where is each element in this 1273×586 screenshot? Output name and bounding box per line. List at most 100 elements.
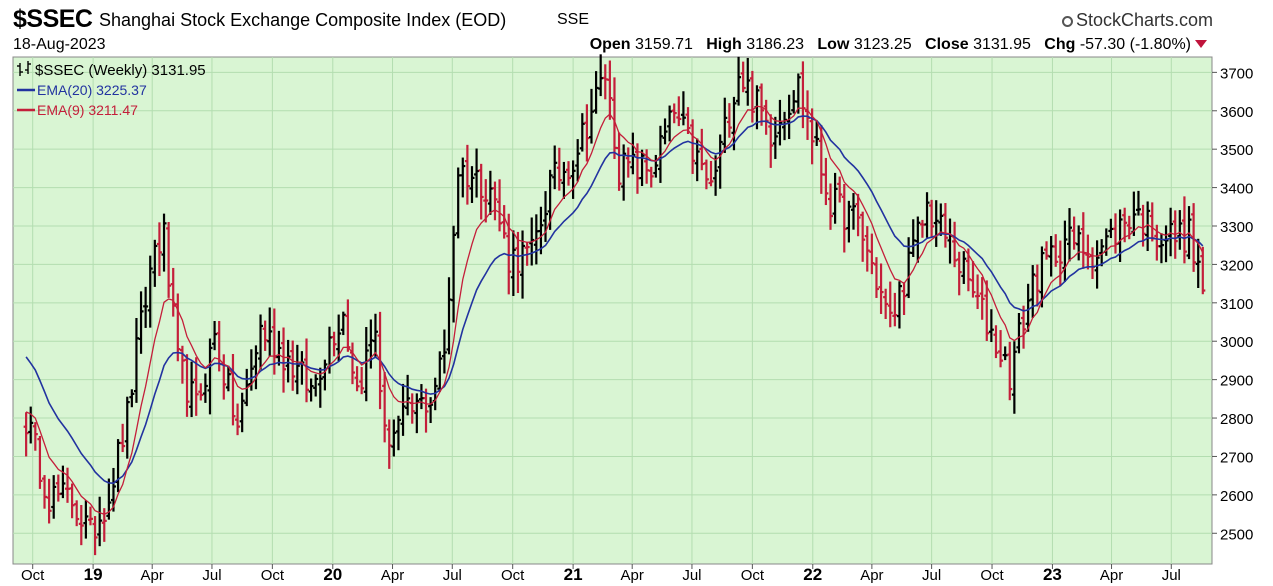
price-bar — [938, 203, 944, 236]
y-tick-label: 3300 — [1220, 219, 1253, 236]
y-tick-label: 2700 — [1220, 449, 1253, 466]
price-bar — [92, 516, 98, 556]
price-bar — [901, 282, 907, 316]
price-bar — [864, 226, 870, 272]
price-bar — [1080, 212, 1086, 269]
price-bar — [87, 506, 93, 526]
y-tick-label: 2800 — [1220, 411, 1253, 428]
x-tick-label: 23 — [1043, 565, 1062, 584]
x-axis: Oct 19 Apr Jul Oct 20 Apr Jul Oct 21 Apr Jul Oct 22 Ap… — [21, 564, 1181, 584]
ema9-line — [25, 105, 1204, 516]
price-legend-icon — [17, 61, 31, 76]
price-bar — [428, 397, 434, 424]
x-tick-label: Apr — [621, 567, 644, 584]
price-bar — [579, 113, 585, 152]
price-bar — [1057, 240, 1063, 287]
price-bar — [736, 56, 742, 106]
price-bar — [520, 230, 526, 299]
price-bar — [156, 222, 162, 277]
price-bar — [887, 281, 893, 328]
price-bar — [28, 406, 34, 444]
price-bar — [611, 77, 617, 160]
price-bar — [1195, 238, 1201, 288]
price-bar — [451, 225, 457, 323]
price-bar — [1007, 341, 1013, 401]
price-bar — [359, 367, 365, 395]
high-label: High — [706, 36, 742, 53]
x-tick-label: Jul — [682, 567, 701, 584]
price-bar — [998, 330, 1004, 368]
price-bar — [952, 221, 958, 268]
price-bar — [37, 435, 43, 489]
brand-label: StockCharts.com — [1075, 10, 1213, 30]
price-bar — [483, 179, 489, 223]
legend: $SSEC (Weekly) 3131.95 EMA(20) 3225.37 E… — [17, 61, 206, 118]
price-bar — [235, 403, 241, 436]
price-bar — [1085, 234, 1091, 270]
price-bar — [267, 307, 273, 357]
price-bar — [60, 465, 66, 499]
price-bar — [515, 231, 521, 294]
ohlc-bars — [23, 54, 1206, 556]
price-bar — [487, 170, 493, 215]
price-bar — [42, 475, 48, 509]
price-bar — [110, 467, 116, 512]
price-bar — [1030, 265, 1036, 318]
price-bar — [372, 313, 378, 357]
y-tick-label: 3100 — [1220, 296, 1253, 313]
price-bar — [1200, 246, 1206, 295]
y-tick-label: 3500 — [1220, 142, 1253, 159]
legend-ema9: EMA(9) 3211.47 — [37, 102, 138, 118]
low-label: Low — [817, 36, 850, 53]
price-bar — [896, 281, 902, 329]
price-bar — [184, 354, 190, 417]
price-bar — [1048, 236, 1054, 277]
price-bar — [639, 149, 645, 187]
x-tick-label: Apr — [860, 567, 883, 584]
price-bar — [83, 500, 89, 539]
price-bar — [46, 478, 52, 524]
price-bar — [984, 280, 990, 341]
price-bar — [1145, 201, 1151, 251]
price-bar — [915, 216, 921, 263]
high-value: 3186.23 — [746, 36, 805, 53]
price-bar — [51, 475, 57, 519]
price-bar — [850, 193, 856, 230]
ema20-line — [25, 115, 1204, 485]
price-bar — [464, 144, 470, 205]
price-bar — [552, 145, 558, 190]
price-bar — [340, 311, 346, 336]
x-tick-label: Oct — [21, 567, 45, 584]
price-bar — [262, 320, 268, 351]
x-tick-label: Apr — [381, 567, 404, 584]
y-tick-label: 3000 — [1220, 334, 1253, 351]
price-bar — [276, 330, 282, 366]
x-tick-label: Oct — [501, 567, 525, 584]
price-bar — [239, 392, 245, 433]
price-bar — [1135, 190, 1141, 216]
price-bar — [832, 172, 838, 224]
price-bar — [336, 314, 342, 362]
price-bar — [616, 132, 622, 191]
chart-name: Shanghai Stock Exchange Composite Index … — [99, 10, 507, 30]
price-bar — [161, 213, 167, 272]
price-bar — [892, 292, 898, 327]
price-bar — [566, 161, 572, 186]
x-tick-label: Apr — [1100, 567, 1123, 584]
price-bar — [979, 277, 985, 320]
price-bar — [809, 108, 815, 165]
price-bar — [1021, 305, 1027, 349]
price-bar — [446, 277, 452, 355]
price-bar — [106, 478, 112, 520]
x-tick-label: Oct — [261, 567, 285, 584]
brand-link[interactable]: StockCharts.com — [1061, 10, 1213, 31]
x-tick-label: Jul — [922, 567, 941, 584]
y-axis: 2500 2600 2700 2800 2900 3000 3100 3200 3300 3400… — [1212, 65, 1253, 543]
down-arrow-icon — [1195, 40, 1207, 48]
price-bar — [791, 90, 797, 114]
price-bar — [1011, 341, 1017, 414]
price-bar — [975, 274, 981, 310]
price-bar — [258, 314, 264, 370]
price-bar — [1039, 246, 1045, 308]
